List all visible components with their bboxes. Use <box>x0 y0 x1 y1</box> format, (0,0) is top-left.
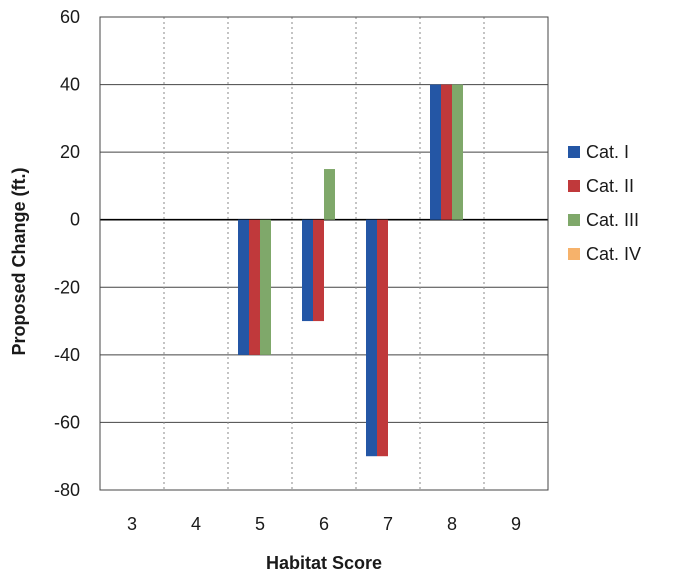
y-tick-label: -40 <box>54 345 80 365</box>
axes <box>99 16 549 491</box>
legend-swatch <box>568 248 580 260</box>
x-tick-labels: 3 4 5 6 7 8 9 <box>127 514 521 534</box>
y-tick-label: -80 <box>54 480 80 500</box>
legend: Cat. I Cat. II Cat. III Cat. IV <box>568 142 641 264</box>
legend-label: Cat. II <box>586 176 634 196</box>
legend-label: Cat. III <box>586 210 639 230</box>
bars <box>238 84 463 457</box>
x-tick-label: 9 <box>511 514 521 534</box>
y-tick-label: 0 <box>70 210 80 230</box>
bar-cat-ii-6 <box>313 219 324 322</box>
y-axis-title: Proposed Change (ft.) <box>9 167 29 355</box>
x-tick-label: 7 <box>383 514 393 534</box>
bar-cat-i-8 <box>430 84 441 220</box>
legend-swatch <box>568 180 580 192</box>
plot-frame <box>99 16 549 491</box>
bar-cat-i-6 <box>302 219 313 322</box>
bar-cat-iii-8 <box>452 84 463 220</box>
legend-label: Cat. IV <box>586 244 641 264</box>
y-tick-label: 20 <box>60 142 80 162</box>
legend-label: Cat. I <box>586 142 629 162</box>
bar-cat-i-7 <box>366 219 377 457</box>
bar-cat-ii-8 <box>441 84 452 220</box>
legend-swatch <box>568 214 580 226</box>
x-tick-label: 8 <box>447 514 457 534</box>
y-tick-label: -60 <box>54 412 80 432</box>
legend-swatch <box>568 146 580 158</box>
x-tick-label: 4 <box>191 514 201 534</box>
x-tick-label: 5 <box>255 514 265 534</box>
bar-cat-iii-5 <box>260 219 271 355</box>
x-tick-label: 3 <box>127 514 137 534</box>
x-axis-title: Habitat Score <box>266 553 382 573</box>
y-tick-label: 60 <box>60 7 80 27</box>
y-tick-label: 40 <box>60 75 80 95</box>
bar-cat-iii-6 <box>324 169 335 220</box>
y-tick-label: -20 <box>54 277 80 297</box>
x-tick-label: 6 <box>319 514 329 534</box>
y-tick-labels: 60 40 20 0 -20 -40 -60 -80 <box>54 7 80 500</box>
bar-cat-ii-7 <box>377 219 388 457</box>
bar-cat-ii-5 <box>249 219 260 355</box>
bar-cat-i-5 <box>238 219 249 355</box>
